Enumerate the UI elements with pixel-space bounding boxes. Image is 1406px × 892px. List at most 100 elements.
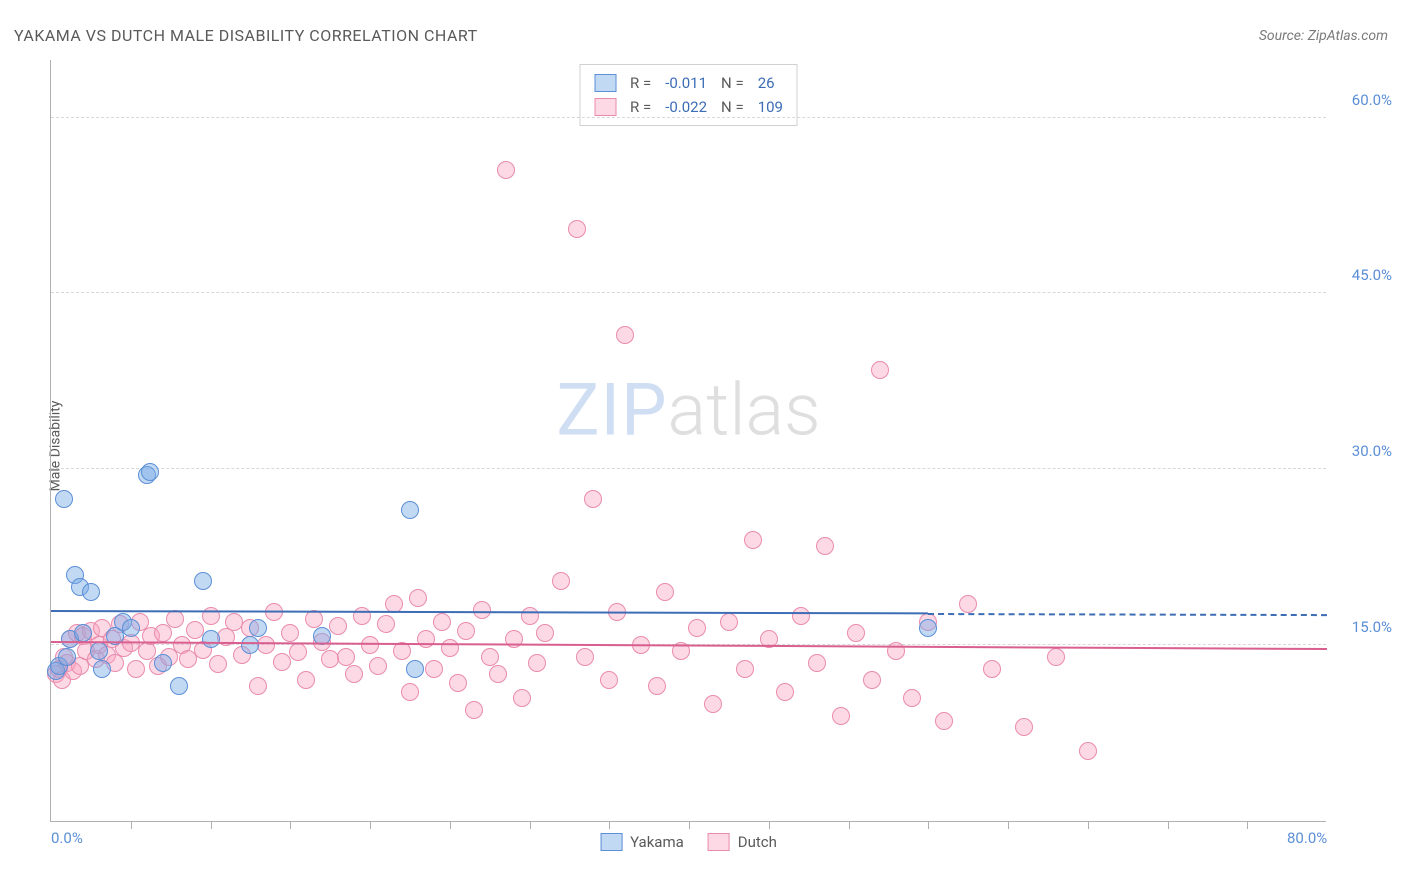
legend-label-yakama: Yakama [630, 833, 684, 851]
data-point-dutch [417, 630, 435, 648]
data-point-dutch [871, 361, 889, 379]
data-point-dutch [816, 537, 834, 555]
legend-swatch-yakama [600, 833, 622, 851]
gridline [51, 117, 1326, 118]
data-point-dutch [489, 665, 507, 683]
data-point-dutch [776, 683, 794, 701]
stats-row-yakama: R = -0.011 N = 26 [594, 71, 783, 95]
x-tick [131, 821, 132, 829]
data-point-dutch [369, 657, 387, 675]
data-point-dutch [425, 660, 443, 678]
y-tick-label: 60.0% [1336, 91, 1392, 109]
x-tick [1168, 821, 1169, 829]
data-point-yakama [249, 619, 267, 637]
data-point-dutch [329, 617, 347, 635]
data-point-dutch [257, 636, 275, 654]
watermark: ZIPatlas [556, 368, 820, 453]
chart-title: YAKAMA VS DUTCH MALE DISABILITY CORRELAT… [14, 26, 478, 45]
data-point-dutch [744, 531, 762, 549]
data-point-dutch [154, 624, 172, 642]
data-point-dutch [521, 607, 539, 625]
x-tick [689, 821, 690, 829]
data-point-dutch [505, 630, 523, 648]
x-tick [1247, 821, 1248, 829]
x-tick [769, 821, 770, 829]
x-tick [609, 821, 610, 829]
data-point-yakama [58, 648, 76, 666]
data-point-dutch [497, 161, 515, 179]
data-point-dutch [377, 615, 395, 633]
data-point-dutch [449, 674, 467, 692]
data-point-dutch [688, 619, 706, 637]
data-point-dutch [584, 490, 602, 508]
data-point-dutch [1079, 742, 1097, 760]
data-point-dutch [1047, 648, 1065, 666]
legend-swatch-dutch [708, 833, 730, 851]
legend-item-yakama: Yakama [600, 833, 684, 851]
data-point-dutch [513, 689, 531, 707]
x-tick [530, 821, 531, 829]
data-point-dutch [808, 654, 826, 672]
data-point-dutch [481, 648, 499, 666]
data-point-dutch [983, 660, 1001, 678]
r-value-yakama: -0.011 [665, 71, 707, 95]
data-point-dutch [361, 636, 379, 654]
swatch-dutch [594, 98, 616, 116]
data-point-yakama [170, 677, 188, 695]
data-point-dutch [648, 677, 666, 695]
data-point-yakama [202, 630, 220, 648]
data-point-dutch [1015, 718, 1033, 736]
data-point-yakama [194, 572, 212, 590]
swatch-yakama [594, 74, 616, 92]
x-tick [1088, 821, 1089, 829]
data-point-dutch [297, 671, 315, 689]
data-point-dutch [465, 701, 483, 719]
x-tick-label: 80.0% [1287, 829, 1327, 847]
legend-label-dutch: Dutch [738, 833, 777, 851]
data-point-dutch [552, 572, 570, 590]
data-point-yakama [401, 501, 419, 519]
x-tick [450, 821, 451, 829]
data-point-yakama [82, 583, 100, 601]
x-tick [370, 821, 371, 829]
y-tick-label: 30.0% [1336, 442, 1392, 460]
x-tick [849, 821, 850, 829]
data-point-dutch [832, 707, 850, 725]
data-point-dutch [847, 624, 865, 642]
data-point-yakama [122, 619, 140, 637]
data-point-dutch [720, 613, 738, 631]
data-point-dutch [127, 660, 145, 678]
data-point-dutch [616, 326, 634, 344]
r-label: R = [630, 95, 651, 119]
data-point-dutch [704, 695, 722, 713]
data-point-dutch [903, 689, 921, 707]
data-point-dutch [568, 220, 586, 238]
n-value-dutch: 109 [758, 95, 783, 119]
data-point-yakama [406, 660, 424, 678]
data-point-dutch [249, 677, 267, 695]
data-point-dutch [935, 712, 953, 730]
plot-area: ZIPatlas R = -0.011 N = 26 R = -0.022 N … [50, 60, 1326, 822]
trendline-dash-yakama [928, 613, 1327, 616]
data-point-dutch [536, 624, 554, 642]
data-point-dutch [736, 660, 754, 678]
data-point-yakama [74, 624, 92, 642]
data-point-dutch [409, 589, 427, 607]
r-value-dutch: -0.022 [665, 95, 707, 119]
watermark-zip: ZIP [556, 368, 667, 453]
n-value-yakama: 26 [758, 71, 775, 95]
data-point-dutch [305, 610, 323, 628]
data-point-dutch [337, 648, 355, 666]
legend-item-dutch: Dutch [708, 833, 777, 851]
r-label: R = [630, 71, 651, 95]
data-point-dutch [401, 683, 419, 701]
x-tick [211, 821, 212, 829]
gridline [51, 468, 1326, 469]
data-point-dutch [792, 607, 810, 625]
data-point-dutch [600, 671, 618, 689]
n-label: N = [721, 71, 744, 95]
data-point-yakama [55, 490, 73, 508]
x-tick [290, 821, 291, 829]
data-point-dutch [576, 648, 594, 666]
data-point-dutch [353, 607, 371, 625]
